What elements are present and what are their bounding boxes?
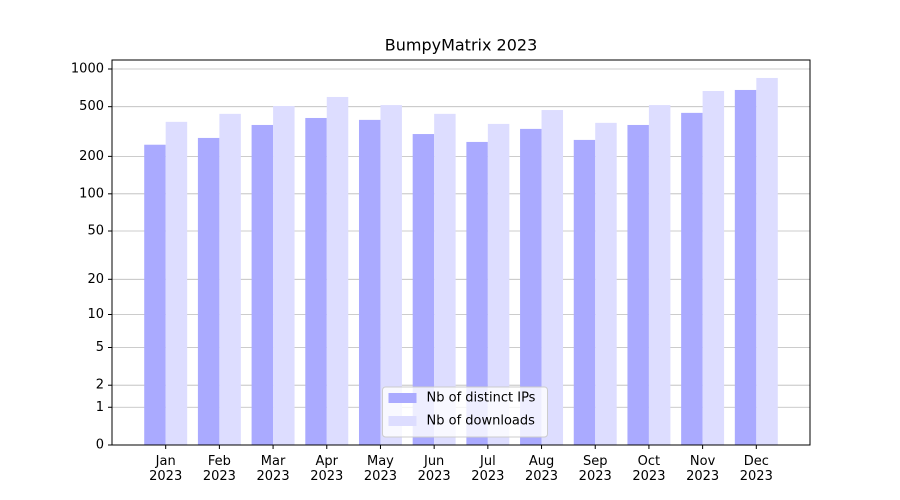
bar [627, 124, 649, 445]
legend-label: Nb of downloads [427, 414, 536, 429]
bar [434, 113, 456, 445]
bar [165, 121, 188, 445]
x-tick-label: Nov 2023 [686, 454, 720, 484]
bar [573, 139, 596, 446]
x-tick-label: Feb 2023 [202, 454, 236, 484]
x-tick-label: Dec 2023 [739, 454, 773, 484]
x-tick-label: Sep 2023 [578, 454, 612, 484]
bar [520, 128, 542, 445]
bar [541, 110, 564, 445]
legend-label: Nb of distinct IPs [427, 391, 536, 406]
y-tick-label: 5 [96, 340, 104, 355]
bar [756, 77, 778, 445]
y-tick-label: 200 [79, 149, 104, 164]
bar [219, 113, 241, 445]
bar [326, 96, 349, 445]
bar [487, 123, 510, 446]
y-tick-label: 20 [87, 272, 104, 287]
x-tick-label: Jul 2023 [471, 454, 505, 484]
x-tick-label: May 2023 [363, 454, 397, 484]
x-tick-label: Jun 2023 [417, 454, 451, 484]
bar [273, 106, 295, 445]
bar [681, 112, 703, 445]
x-tick-label: Oct 2023 [632, 454, 666, 484]
bar [734, 89, 757, 445]
bar [702, 91, 725, 446]
plot-frame [111, 59, 811, 446]
bar [305, 117, 327, 446]
bar [358, 119, 381, 446]
legend-swatch [388, 393, 417, 403]
bar [251, 124, 274, 445]
bar [595, 122, 617, 445]
bar [648, 105, 671, 445]
y-tick-label: 50 [87, 224, 104, 239]
legend-swatch [388, 416, 417, 426]
y-tick-label: 10 [87, 307, 104, 322]
x-tick-label: Aug 2023 [524, 454, 559, 484]
bar [412, 134, 435, 445]
legend-box [382, 386, 548, 438]
y-tick-label: 500 [79, 99, 104, 114]
bar [380, 105, 402, 445]
y-tick-label: 2 [96, 378, 104, 393]
y-tick-label: 1 [96, 400, 104, 415]
y-tick-label: 100 [79, 186, 104, 201]
bar [144, 144, 166, 446]
bar [466, 141, 488, 446]
y-tick-label: 1000 [71, 61, 104, 76]
chart-title: BumpyMatrix 2023 [385, 36, 538, 55]
x-tick-label: Mar 2023 [256, 454, 290, 484]
x-tick-label: Jan 2023 [149, 454, 183, 484]
y-tick-label: 0 [96, 438, 104, 453]
x-tick-label: Apr 2023 [310, 454, 344, 484]
legend: Nb of distinct IPs Nb of downloads [382, 386, 548, 438]
bar [197, 137, 220, 445]
